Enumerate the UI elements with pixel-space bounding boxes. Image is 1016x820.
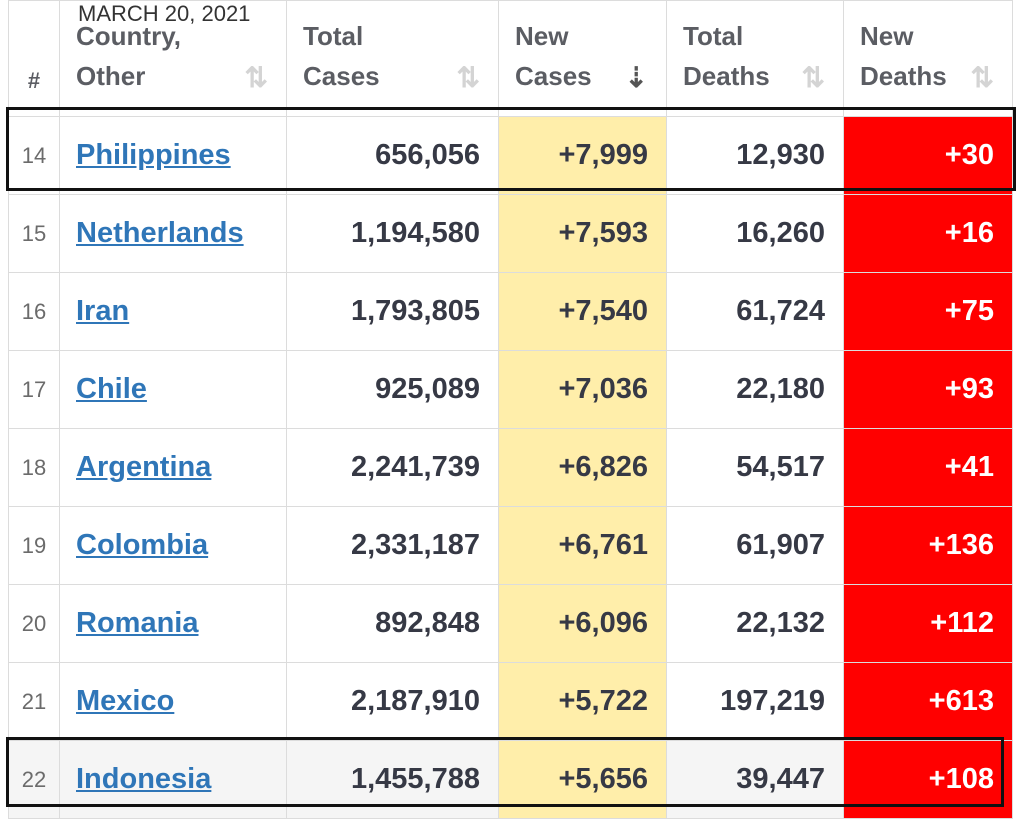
new-cases-cell: +6,826 [498, 428, 667, 507]
sort-icon[interactable]: ⇅ [456, 62, 480, 93]
total-deaths-cell: 22,180 [666, 350, 844, 429]
new-cases-cell: +6,096 [498, 584, 667, 663]
new-cases-cell: +5,656 [498, 740, 667, 819]
total-deaths-cell: 61,724 [666, 272, 844, 351]
rank-cell: 16 [8, 272, 60, 351]
total-cases-cell: 925,089 [286, 350, 499, 429]
new-cases-cell: +7,540 [498, 272, 667, 351]
new-deaths-header[interactable]: New Deaths ⇅ [843, 0, 1013, 117]
new-cases-cell: +5,722 [498, 662, 667, 741]
new-deaths-header-line2: Deaths [860, 61, 947, 91]
country-cell: Philippines [59, 116, 287, 195]
table-row: 17 Chile 925,089 +7,036 22,180 +93 [8, 350, 1013, 429]
rank-cell: 14 [8, 116, 60, 195]
country-cell: Romania [59, 584, 287, 663]
new-cases-cell: +7,593 [498, 194, 667, 273]
table-row: 15 Netherlands 1,194,580 +7,593 16,260 +… [8, 194, 1013, 273]
total-deaths-cell: 61,907 [666, 506, 844, 585]
rank-cell: 22 [8, 740, 60, 819]
table-row: 19 Colombia 2,331,187 +6,761 61,907 +136 [8, 506, 1013, 585]
total-cases-header-line2: Cases [303, 61, 380, 91]
total-cases-cell: 2,241,739 [286, 428, 499, 507]
new-cases-header[interactable]: New Cases ⇣ [498, 0, 667, 117]
table-row: 14 Philippines 656,056 +7,999 12,930 +30 [8, 116, 1013, 195]
total-deaths-cell: 12,930 [666, 116, 844, 195]
rank-cell: 20 [8, 584, 60, 663]
rank-header-label: # [27, 68, 41, 93]
country-link[interactable]: Indonesia [76, 763, 212, 795]
country-cell: Mexico [59, 662, 287, 741]
sort-descending-icon[interactable]: ⇣ [624, 62, 648, 93]
country-link[interactable]: Argentina [76, 451, 212, 483]
total-deaths-cell: 16,260 [666, 194, 844, 273]
sort-icon[interactable]: ⇅ [801, 62, 825, 93]
new-deaths-cell: +30 [843, 116, 1013, 195]
total-deaths-cell: 54,517 [666, 428, 844, 507]
new-deaths-header-line1: New [860, 21, 914, 51]
country-cell: Iran [59, 272, 287, 351]
date-label: MARCH 20, 2021 [78, 1, 251, 26]
new-deaths-cell: +108 [843, 740, 1013, 819]
table-row: 18 Argentina 2,241,739 +6,826 54,517 +41 [8, 428, 1013, 507]
total-cases-header[interactable]: Total Cases ⇅ [286, 0, 499, 117]
covid-table: # Country, Other ⇅ Total Cases ⇅ New Cas… [8, 0, 1013, 819]
country-cell: Colombia [59, 506, 287, 585]
new-cases-cell: +7,036 [498, 350, 667, 429]
country-cell: Netherlands [59, 194, 287, 273]
rank-cell: 15 [8, 194, 60, 273]
country-link[interactable]: Chile [76, 373, 147, 405]
country-link[interactable]: Philippines [76, 139, 231, 171]
new-deaths-cell: +93 [843, 350, 1013, 429]
total-cases-cell: 1,793,805 [286, 272, 499, 351]
new-deaths-cell: +41 [843, 428, 1013, 507]
new-deaths-cell: +16 [843, 194, 1013, 273]
rank-header[interactable]: # [8, 0, 60, 117]
total-deaths-header[interactable]: Total Deaths ⇅ [666, 0, 844, 117]
total-deaths-cell: 197,219 [666, 662, 844, 741]
table-row: 16 Iran 1,793,805 +7,540 61,724 +75 [8, 272, 1013, 351]
table-row: 21 Mexico 2,187,910 +5,722 197,219 +613 [8, 662, 1013, 741]
new-deaths-cell: +136 [843, 506, 1013, 585]
total-deaths-cell: 22,132 [666, 584, 844, 663]
sort-icon[interactable]: ⇅ [244, 62, 268, 93]
table-row: 20 Romania 892,848 +6,096 22,132 +112 [8, 584, 1013, 663]
country-link[interactable]: Romania [76, 607, 199, 639]
new-deaths-cell: +613 [843, 662, 1013, 741]
total-deaths-cell: 39,447 [666, 740, 844, 819]
total-cases-cell: 2,187,910 [286, 662, 499, 741]
total-cases-header-line1: Total [303, 21, 364, 51]
total-deaths-header-line2: Deaths [683, 61, 770, 91]
sort-icon[interactable]: ⇅ [970, 62, 994, 93]
new-cases-cell: +7,999 [498, 116, 667, 195]
country-link[interactable]: Colombia [76, 529, 209, 561]
rank-cell: 19 [8, 506, 60, 585]
rank-cell: 21 [8, 662, 60, 741]
table-row: 22 Indonesia 1,455,788 +5,656 39,447 +10… [8, 740, 1013, 819]
total-deaths-header-line1: Total [683, 21, 744, 51]
total-cases-cell: 2,331,187 [286, 506, 499, 585]
table-header-row: # Country, Other ⇅ Total Cases ⇅ New Cas… [8, 0, 1013, 117]
total-cases-cell: 1,194,580 [286, 194, 499, 273]
country-link[interactable]: Iran [76, 295, 130, 327]
country-cell: Argentina [59, 428, 287, 507]
new-cases-header-line1: New [515, 21, 569, 51]
rank-cell: 17 [8, 350, 60, 429]
country-header-line2: Other [76, 61, 146, 91]
new-deaths-cell: +112 [843, 584, 1013, 663]
rank-cell: 18 [8, 428, 60, 507]
country-header-line1: Country, [76, 21, 181, 51]
total-cases-cell: 892,848 [286, 584, 499, 663]
country-cell: Chile [59, 350, 287, 429]
new-cases-cell: +6,761 [498, 506, 667, 585]
new-deaths-cell: +75 [843, 272, 1013, 351]
new-cases-header-line2: Cases [515, 61, 592, 91]
country-link[interactable]: Netherlands [76, 217, 244, 249]
country-link[interactable]: Mexico [76, 685, 175, 717]
total-cases-cell: 656,056 [286, 116, 499, 195]
country-cell: Indonesia [59, 740, 287, 819]
total-cases-cell: 1,455,788 [286, 740, 499, 819]
